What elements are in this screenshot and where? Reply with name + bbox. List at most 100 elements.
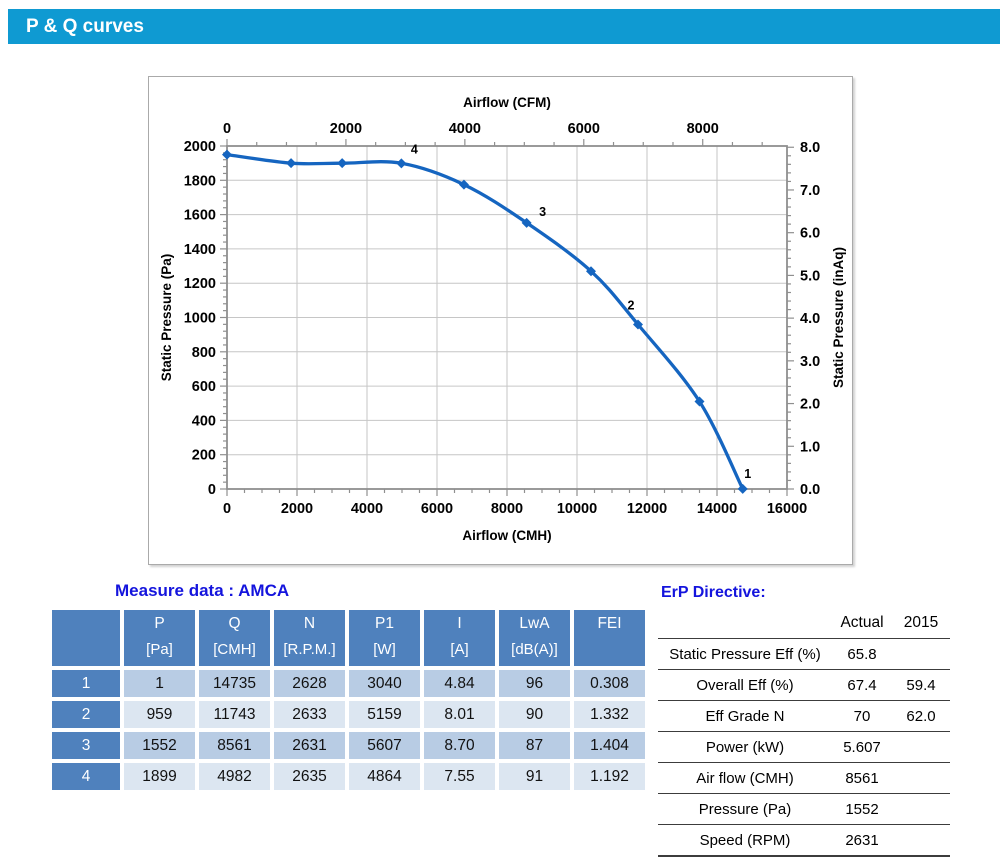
column-unit: [CMH] [213, 641, 256, 658]
point-label-4: 4 [411, 142, 418, 156]
erp-actual-value: 8561 [832, 762, 892, 794]
table-row: 2 959 11743 2633 5159 8.01 90 1.332 [52, 701, 645, 728]
svg-text:8.0: 8.0 [800, 140, 820, 156]
svg-text:1200: 1200 [184, 276, 216, 292]
erp-row: Pressure (Pa) 1552 [658, 793, 950, 825]
column-header-lwa: LwA [dB(A)] [499, 610, 570, 666]
erp-header-row: Actual 2015 [658, 608, 950, 639]
row-header: 3 [52, 732, 120, 759]
table-cell: 1.192 [574, 763, 645, 790]
table-cell: 4864 [349, 763, 420, 790]
erp-2015-value: 62.0 [892, 700, 950, 732]
column-unit: [A] [450, 641, 469, 658]
data-point-markers [222, 149, 748, 494]
erp-row: Eff Grade N 70 62.0 [658, 700, 950, 732]
svg-text:0: 0 [223, 121, 231, 137]
table-cell: 1.332 [574, 701, 645, 728]
svg-text:8000: 8000 [687, 121, 719, 137]
erp-row-label: Eff Grade N [658, 700, 832, 732]
column-name: N [303, 615, 316, 632]
erp-column-header: Actual [840, 614, 884, 631]
svg-text:1400: 1400 [184, 242, 216, 258]
top-axis-title: Airflow (CFM) [463, 95, 551, 110]
row-header: 4 [52, 763, 120, 790]
erp-row: Air flow (CMH) 8561 [658, 762, 950, 794]
table-cell: 7.55 [424, 763, 495, 790]
svg-text:6000: 6000 [421, 501, 453, 517]
measure-data-table: P [Pa] Q [CMH] N [R.P.M.] P1 [W] I [A] LwA [dB(A)] F… [48, 606, 649, 794]
data-point-marker [222, 149, 232, 160]
table-cell: 8.01 [424, 701, 495, 728]
table-cell: 2633 [274, 701, 345, 728]
erp-actual-value: 5.607 [832, 731, 892, 763]
corner-cell [52, 610, 120, 666]
svg-text:0.0: 0.0 [800, 482, 820, 498]
table-cell: 3040 [349, 670, 420, 697]
erp-row: Static Pressure Eff (%) 65.8 [658, 638, 950, 670]
column-name: LwA [519, 615, 550, 632]
svg-text:1000: 1000 [184, 311, 216, 327]
erp-blank-cell [658, 608, 832, 639]
svg-text:0: 0 [223, 501, 231, 517]
erp-actual-value: 1552 [832, 793, 892, 825]
data-point-marker [737, 483, 748, 494]
svg-text:14000: 14000 [697, 501, 737, 517]
svg-text:4000: 4000 [449, 121, 481, 137]
erp-2015-value [892, 793, 950, 825]
bottom-axis-title: Airflow (CMH) [462, 528, 551, 543]
erp-row: Overall Eff (%) 67.4 59.4 [658, 669, 950, 701]
gridlines [227, 146, 787, 489]
column-header-p1: P1 [W] [349, 610, 420, 666]
svg-text:16000: 16000 [767, 501, 807, 517]
row-header: 2 [52, 701, 120, 728]
svg-text:2000: 2000 [330, 121, 362, 137]
column-header-fei: FEI [574, 610, 645, 666]
erp-actual-value: 70 [832, 700, 892, 732]
table-cell: 0.308 [574, 670, 645, 697]
svg-text:400: 400 [192, 413, 216, 429]
svg-text:2000: 2000 [184, 139, 216, 155]
measure-table-header-row: P [Pa] Q [CMH] N [R.P.M.] P1 [W] I [A] LwA [dB(A)] F… [52, 610, 645, 666]
page-title: P & Q curves [26, 16, 144, 37]
svg-text:800: 800 [192, 345, 216, 361]
table-cell: 14735 [199, 670, 270, 697]
data-point-marker [521, 217, 532, 228]
svg-text:1600: 1600 [184, 208, 216, 224]
table-cell: 11743 [199, 701, 270, 728]
column-unit: [R.P.M.] [283, 641, 336, 658]
erp-row-label: Static Pressure Eff (%) [658, 638, 832, 670]
erp-actual-value: 67.4 [832, 669, 892, 701]
svg-text:200: 200 [192, 448, 216, 464]
chart-panel: 0 2000 4000 6000 8000 0 2000 4000 6000 8000 10000 1… [148, 76, 853, 565]
data-point-marker [337, 158, 348, 169]
point-label-2: 2 [628, 299, 635, 313]
measure-data-title: Measure data : AMCA [115, 581, 290, 600]
svg-text:8000: 8000 [491, 501, 523, 517]
data-point-marker [458, 179, 469, 190]
table-cell: 87 [499, 732, 570, 759]
column-unit: [Pa] [146, 641, 173, 658]
erp-directive-table: Actual 2015 Static Pressure Eff (%) 65.8 Ove… [658, 608, 950, 857]
svg-text:4000: 4000 [351, 501, 383, 517]
data-point-labels: 4 3 2 1 [411, 142, 751, 481]
column-name: P [154, 615, 165, 632]
erp-column-header: 2015 [903, 614, 939, 631]
column-name: Q [228, 615, 241, 632]
table-row: 1 1 14735 2628 3040 4.84 96 0.308 [52, 670, 645, 697]
erp-2015-value [892, 824, 950, 857]
table-cell: 96 [499, 670, 570, 697]
column-name: I [457, 615, 462, 632]
column-header-p: P [Pa] [124, 610, 195, 666]
data-point-marker [286, 158, 297, 169]
column-name: FEI [597, 615, 622, 632]
erp-row-label: Pressure (Pa) [658, 793, 832, 825]
svg-text:3.0: 3.0 [800, 354, 820, 370]
table-cell: 5607 [349, 732, 420, 759]
table-cell: 2631 [274, 732, 345, 759]
row-header: 1 [52, 670, 120, 697]
data-point-marker [694, 396, 705, 407]
data-point-marker [586, 266, 596, 277]
axis-ticks [220, 139, 794, 496]
